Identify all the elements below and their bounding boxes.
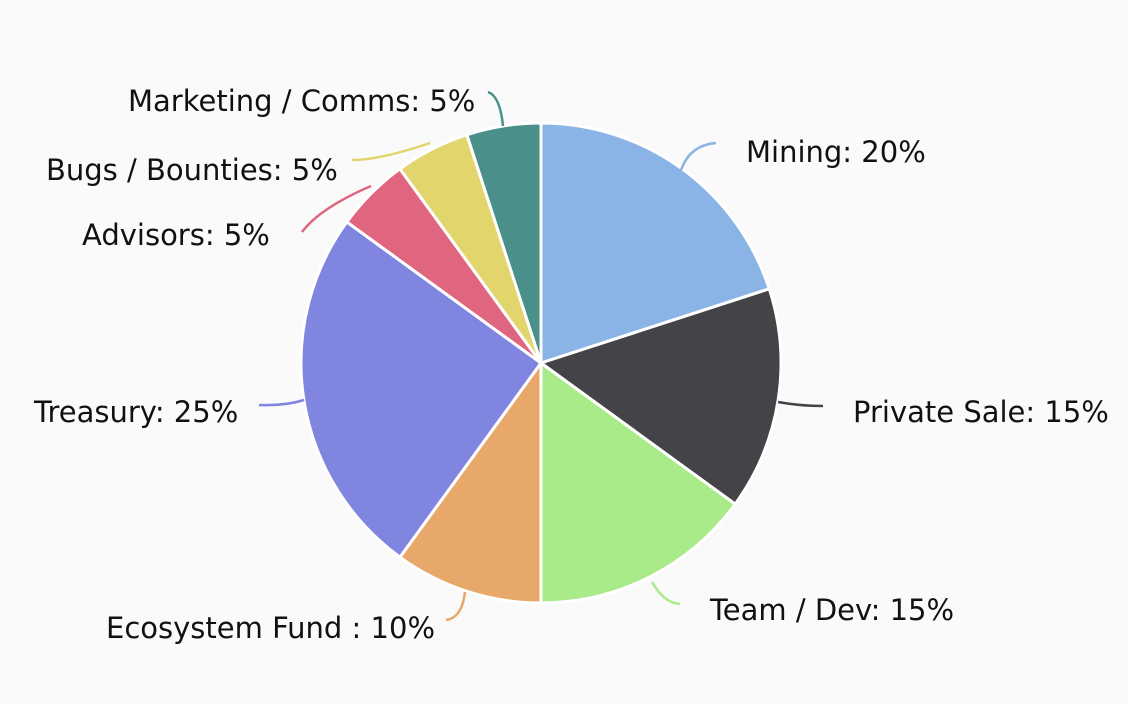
slice-label: Treasury: 25%	[33, 395, 238, 429]
leader-line	[445, 591, 467, 622]
leader-line	[301, 184, 372, 233]
leader-line	[777, 400, 824, 408]
pie-slice-marketing-comms	[464, 121, 543, 364]
slice-label: Bugs / Bounties: 5%	[46, 153, 338, 187]
leader-lines-layer	[258, 90, 824, 622]
leader-line	[487, 90, 505, 127]
leader-line	[258, 398, 305, 407]
slices-layer	[299, 121, 783, 605]
leader-line	[650, 581, 681, 606]
slice-label: Marketing / Comms: 5%	[128, 84, 475, 118]
slice-label: Team / Dev: 15%	[709, 593, 954, 627]
slice-label: Mining: 20%	[746, 135, 926, 169]
labels-layer: Mining: 20% Private Sale: 15% Team / Dev: …	[33, 84, 1109, 645]
slice-label: Private Sale: 15%	[853, 395, 1109, 429]
pie-slice-team-dev	[539, 360, 738, 605]
pie-slice-private-sale	[537, 286, 783, 507]
leader-line	[351, 141, 431, 162]
slice-label: Advisors: 5%	[82, 218, 270, 252]
slice-label: Ecosystem Fund : 10%	[106, 611, 435, 645]
leader-line	[679, 141, 717, 171]
pie-slice-ecosystem-fund	[397, 358, 543, 605]
